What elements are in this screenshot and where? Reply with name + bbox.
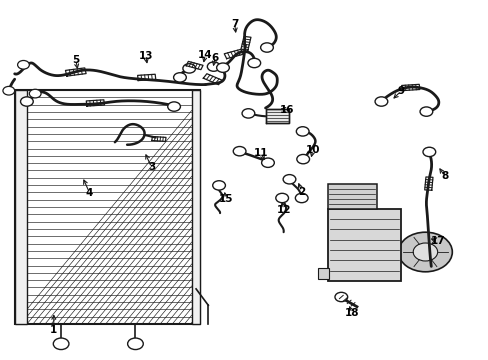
Circle shape (18, 60, 29, 69)
Circle shape (183, 64, 195, 73)
Circle shape (295, 193, 307, 203)
Text: 18: 18 (344, 308, 359, 318)
Circle shape (167, 102, 180, 111)
Text: 3: 3 (148, 162, 155, 172)
Circle shape (173, 73, 186, 82)
Circle shape (261, 158, 274, 167)
Circle shape (212, 181, 225, 190)
Circle shape (296, 127, 308, 136)
Text: 16: 16 (280, 105, 294, 115)
Circle shape (296, 154, 309, 164)
Circle shape (419, 107, 432, 116)
Text: 1: 1 (50, 325, 57, 335)
Text: 13: 13 (138, 51, 153, 61)
Text: 7: 7 (230, 19, 238, 29)
Bar (191, 90, 200, 324)
Text: 5: 5 (72, 55, 79, 65)
Text: 12: 12 (276, 204, 290, 215)
Text: 9: 9 (397, 86, 404, 96)
Bar (317, 268, 328, 279)
Circle shape (275, 193, 288, 203)
Circle shape (216, 63, 229, 72)
Circle shape (53, 338, 69, 350)
Text: 6: 6 (211, 53, 218, 63)
Text: 4: 4 (85, 188, 93, 198)
Circle shape (260, 43, 273, 52)
Circle shape (20, 97, 33, 106)
Circle shape (398, 232, 451, 272)
Circle shape (412, 243, 437, 261)
Circle shape (3, 86, 15, 95)
Text: 8: 8 (441, 171, 447, 181)
Bar (15, 90, 27, 324)
Bar (327, 184, 376, 209)
Circle shape (247, 58, 260, 68)
Text: 11: 11 (253, 148, 267, 158)
Circle shape (207, 62, 220, 71)
Circle shape (29, 89, 41, 98)
Text: 2: 2 (298, 186, 305, 197)
Bar (265, 109, 288, 123)
Text: 17: 17 (429, 236, 444, 246)
Text: 15: 15 (218, 194, 233, 204)
Circle shape (233, 147, 245, 156)
Circle shape (374, 97, 387, 106)
Circle shape (334, 292, 347, 302)
Text: 10: 10 (305, 145, 320, 155)
Circle shape (422, 147, 435, 157)
Circle shape (127, 338, 143, 350)
Circle shape (242, 109, 254, 118)
Circle shape (283, 175, 295, 184)
Bar (327, 209, 400, 281)
Text: 14: 14 (198, 50, 212, 60)
Bar (15, 90, 200, 324)
